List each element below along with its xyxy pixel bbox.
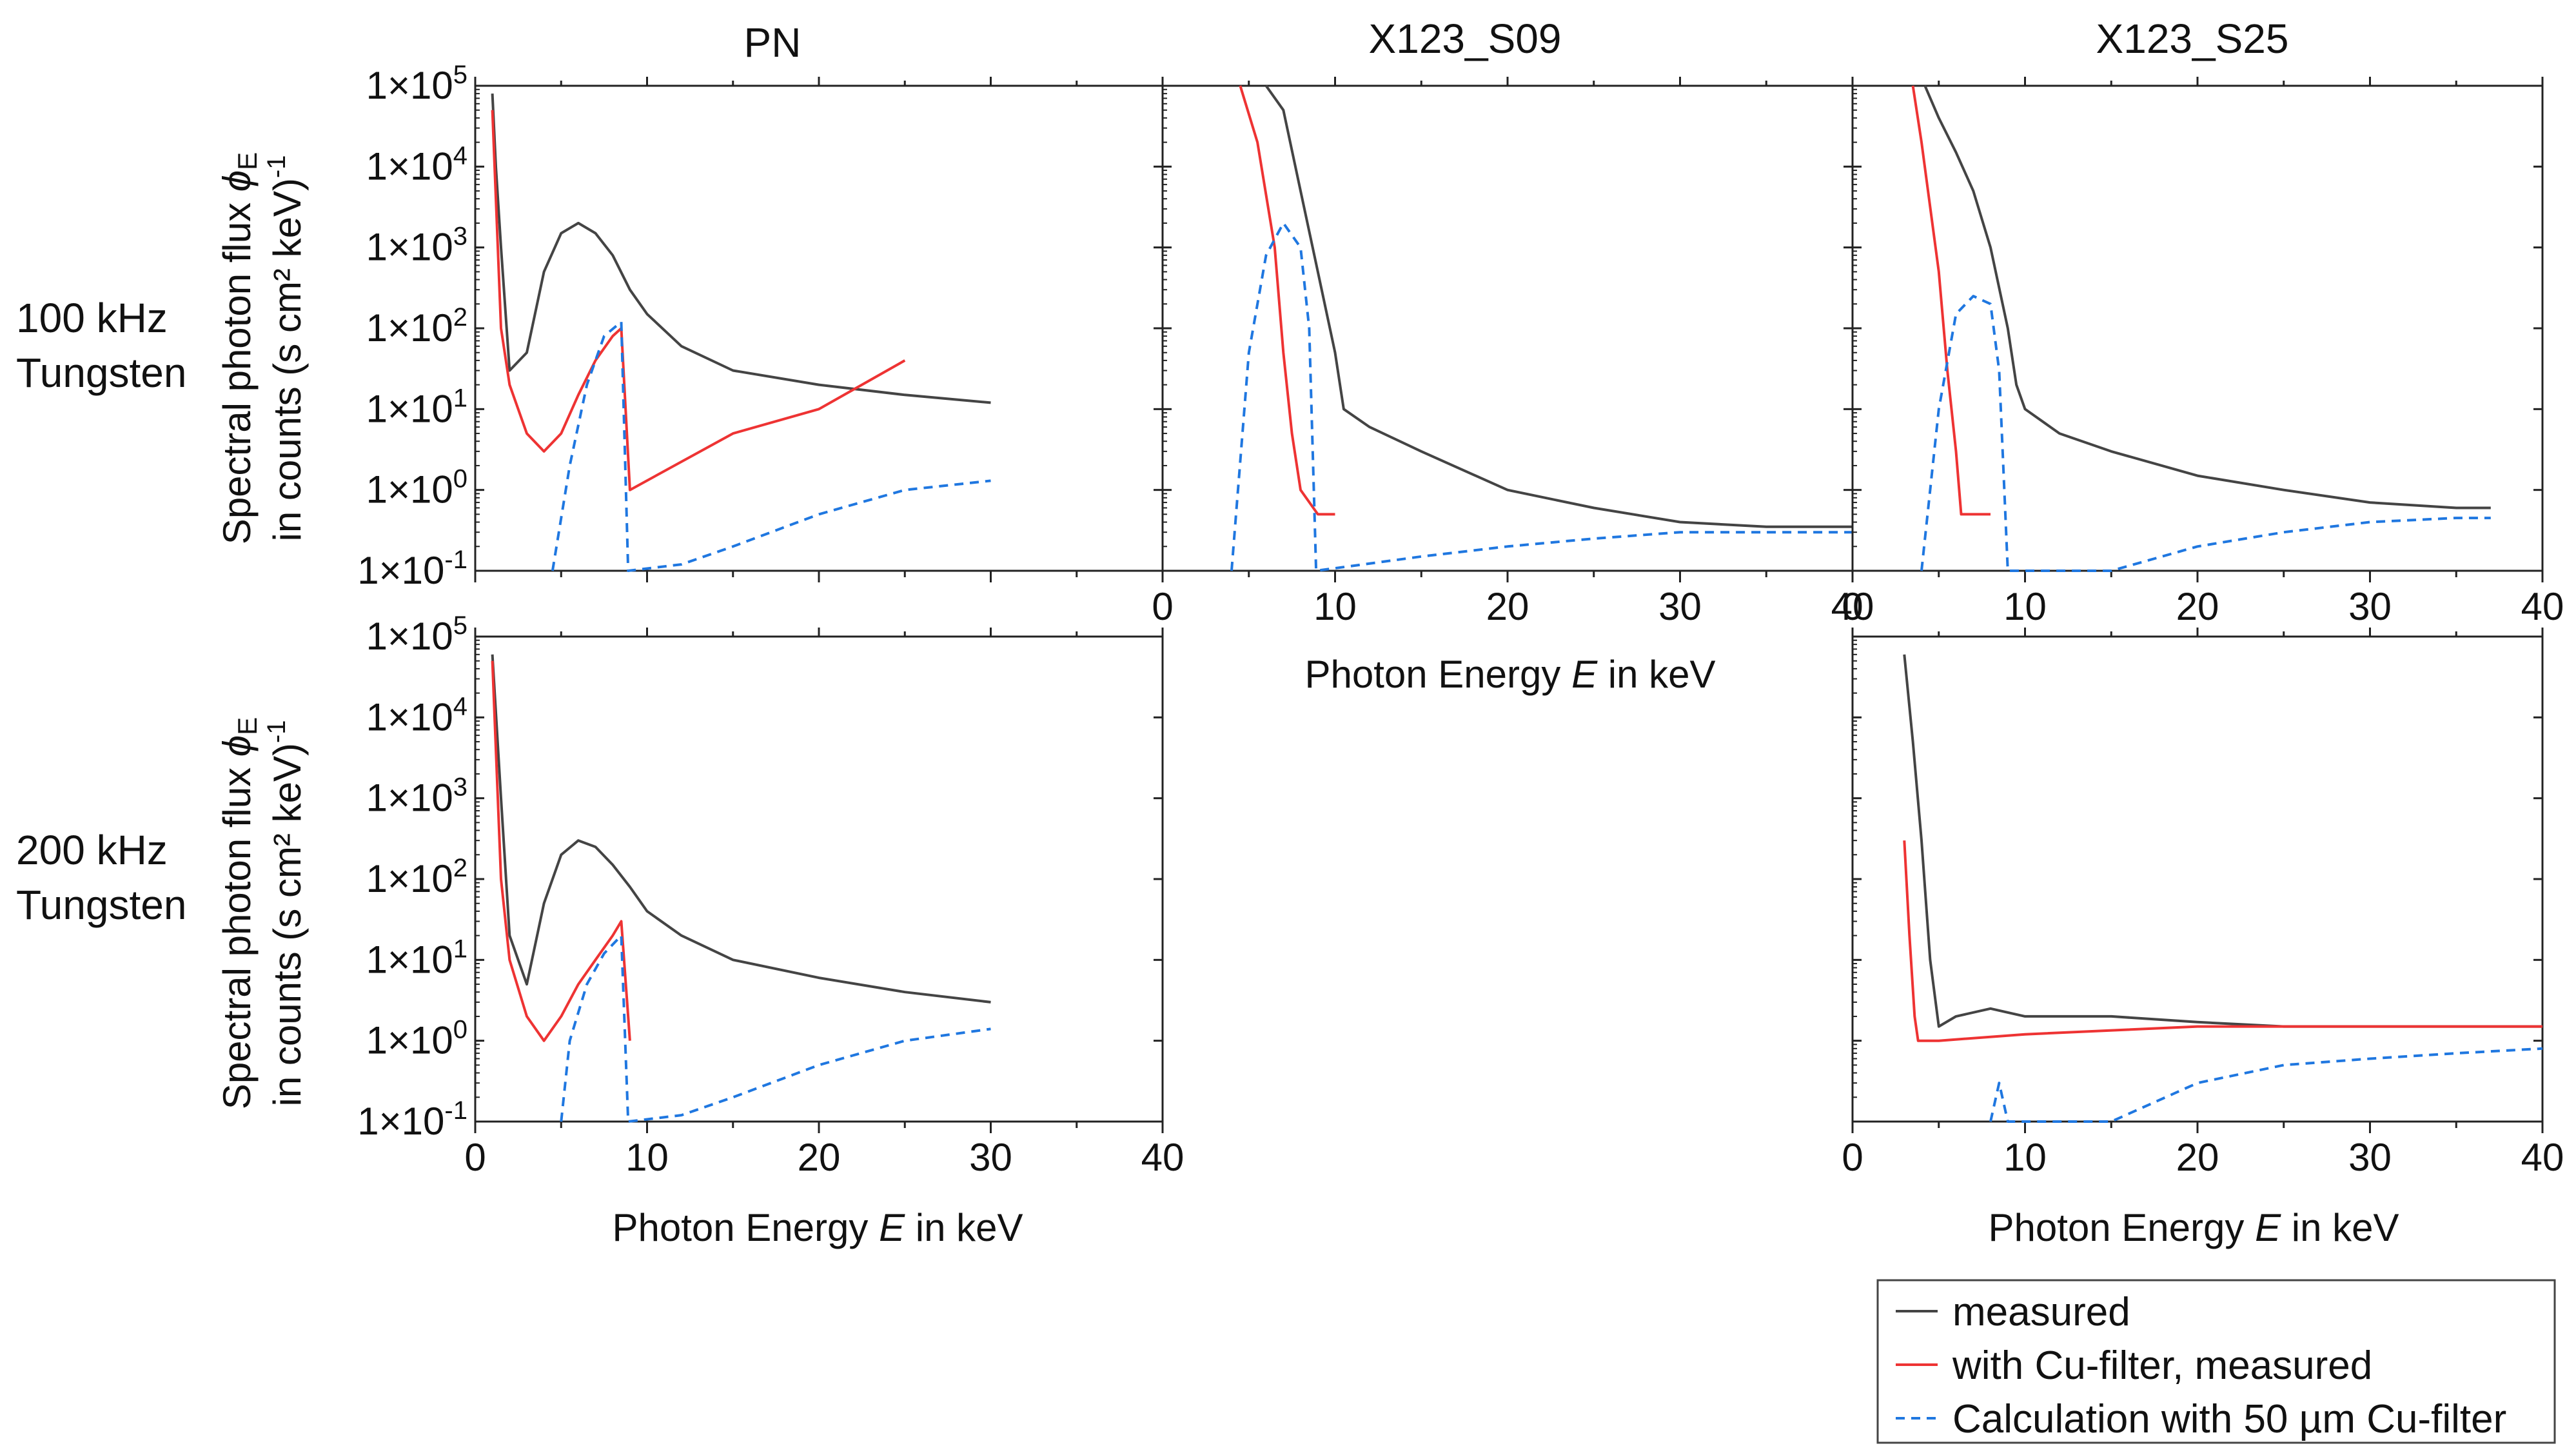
svg-text:Spectral photon flux ϕE: Spectral photon flux ϕE — [215, 152, 262, 544]
series-filtered — [1903, 840, 2542, 1042]
x-tick-label: 30 — [2348, 585, 2392, 628]
panel-x123-s25-200khz: 0 10 20 30 40 — [1842, 628, 2564, 1179]
legend-label-measured: measured — [1952, 1290, 2130, 1334]
series-measured — [1264, 84, 1853, 528]
y-tick-label: 1×100 — [366, 465, 467, 511]
y-tick-label: 1×102 — [366, 854, 467, 900]
svg-text:in counts (s cm² keV)-1: in counts (s cm² keV)-1 — [262, 155, 309, 541]
series-calculation — [1230, 221, 1853, 572]
series-measured — [491, 94, 991, 404]
plot-frame — [474, 84, 1164, 572]
y-tick-label: 1×103 — [366, 773, 467, 820]
column-title-pn: PN — [744, 19, 801, 66]
x-tick-label: 0 — [1152, 585, 1173, 628]
y-tick-label: 1×101 — [366, 935, 467, 981]
x-tick-label: 0 — [464, 1136, 486, 1179]
row-label-100khz-material: Tungsten — [16, 350, 186, 396]
series-calculation — [551, 321, 991, 572]
y-tick-label: 1×102 — [366, 303, 467, 350]
x-tick-label: 40 — [1831, 585, 1874, 628]
series-measured — [1903, 654, 2542, 1028]
row-label-100khz: 100 kHz — [16, 295, 168, 341]
series-measured — [1923, 85, 2491, 510]
plot-frame — [474, 635, 1164, 1123]
panel-x123-s09-100khz: 0 10 20 30 40 — [1152, 77, 1874, 628]
column-title-x123-s09: X123_S09 — [1369, 15, 1562, 62]
row-label-200khz-material: Tungsten — [16, 882, 186, 928]
legend-label-calculation: Calculation with 50 µm Cu-filter — [1952, 1397, 2506, 1441]
y-tick-label: 1×103 — [366, 223, 467, 269]
svg-text:in counts (s cm² keV)-1: in counts (s cm² keV)-1 — [262, 720, 309, 1106]
x-tick-label: 10 — [2003, 585, 2047, 628]
series-measured — [491, 654, 991, 1004]
y-axis-title-top: Spectral photon flux ϕE in counts (s cm²… — [215, 152, 309, 544]
panel-x123-s25-100khz: 0 10 20 30 40 — [1842, 77, 2564, 628]
panel-pn-100khz: 1×10-1 1×100 1×101 1×102 1×103 1×104 1×105 — [357, 61, 1164, 592]
y-tick-label: 1×104 — [366, 141, 467, 188]
y-tick-label: 1×100 — [366, 1016, 467, 1062]
series-filtered — [491, 660, 631, 1042]
x-axis-title-s09: Photon Energy E in keV — [1304, 653, 1715, 696]
legend: measured with Cu-filter, measured Calcul… — [1876, 1279, 2556, 1444]
y-axis-title-bottom: Spectral photon flux ϕE in counts (s cm²… — [215, 717, 309, 1109]
x-tick-label: 0 — [1842, 1136, 1863, 1179]
y-tick-label: 1×104 — [366, 692, 467, 738]
y-tick-label: 1×105 — [366, 61, 467, 107]
y-tick-label: 1×10-1 — [357, 546, 467, 592]
svg-text:Spectral photon flux ϕE: Spectral photon flux ϕE — [215, 717, 262, 1109]
x-axis-title-s25-200: Photon Energy E in keV — [1988, 1206, 2399, 1249]
x-tick-label: 40 — [2521, 585, 2564, 628]
x-tick-label: 0 — [1842, 585, 1863, 628]
x-tick-label: 40 — [1141, 1136, 1185, 1179]
series-calculation — [1989, 1047, 2543, 1123]
x-tick-label: 10 — [2003, 1136, 2047, 1179]
x-tick-label: 10 — [1313, 585, 1357, 628]
x-tick-label: 20 — [2176, 1136, 2219, 1179]
x-tick-label: 20 — [798, 1136, 841, 1179]
y-tick-label: 1×105 — [366, 611, 467, 658]
legend-box — [1876, 1279, 2556, 1444]
plot-frame — [1851, 635, 2544, 1123]
x-tick-label: 40 — [2521, 1136, 2564, 1179]
series-filtered — [491, 110, 906, 491]
y-tick-label: 1×10-1 — [357, 1096, 467, 1143]
plot-frame — [1161, 84, 1854, 572]
series-calculation — [1920, 295, 2491, 572]
x-tick-label: 10 — [625, 1136, 669, 1179]
legend-label-filtered: with Cu-filter, measured — [1952, 1343, 2372, 1388]
row-label-200khz: 200 kHz — [16, 827, 168, 873]
x-tick-label: 30 — [969, 1136, 1012, 1179]
column-title-x123-s25: X123_S25 — [2096, 15, 2289, 62]
x-tick-label: 30 — [1658, 585, 1702, 628]
x-tick-label: 30 — [2348, 1136, 2392, 1179]
x-tick-label: 20 — [1486, 585, 1529, 628]
x-axis-title-pn-200: Photon Energy E in keV — [612, 1206, 1023, 1249]
plot-frame — [1851, 84, 2544, 572]
y-tick-label: 1×101 — [366, 384, 467, 430]
series-filtered — [1911, 85, 1991, 516]
series-filtered — [1239, 85, 1335, 516]
x-tick-label: 20 — [2176, 585, 2219, 628]
panel-pn-200khz: 1×10-1 1×100 1×101 1×102 1×103 1×104 1×105 0 10 2… — [357, 611, 1184, 1179]
